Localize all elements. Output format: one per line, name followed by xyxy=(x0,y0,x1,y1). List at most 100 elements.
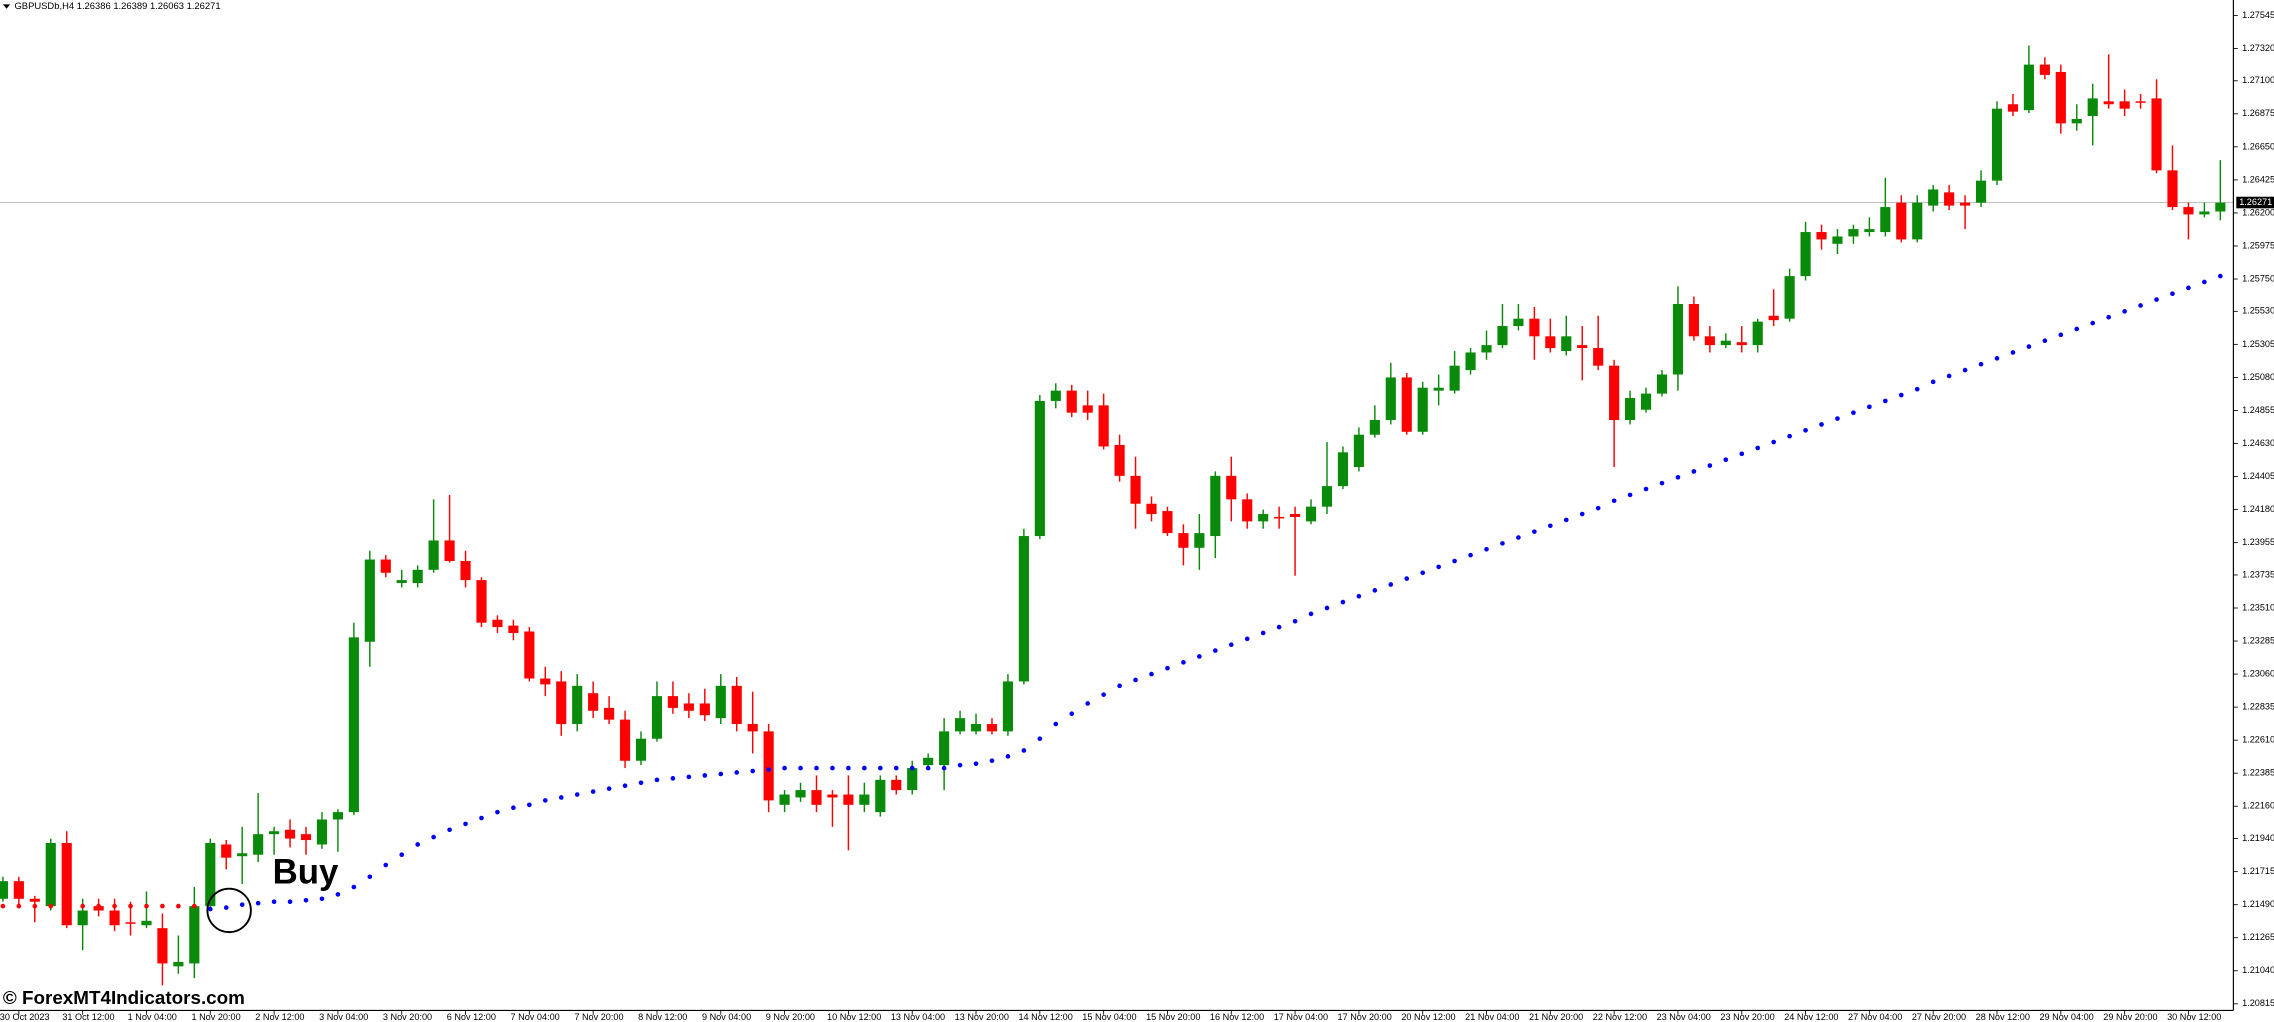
candle-body xyxy=(173,961,184,967)
candle-body xyxy=(923,757,934,766)
x-tick-label: 22 Nov 12:00 xyxy=(1593,1012,1647,1022)
indicator-dot xyxy=(590,789,596,794)
candle-body xyxy=(380,559,391,573)
indicator-dot xyxy=(64,903,70,909)
candle-body xyxy=(157,928,168,964)
y-tick-label: 1.23510 xyxy=(2242,602,2274,612)
x-tick-label: 29 Nov 20:00 xyxy=(2103,1012,2157,1022)
indicator-dot xyxy=(1627,492,1633,498)
candle-body xyxy=(1561,336,1572,351)
x-tick-label: 3 Nov 20:00 xyxy=(383,1012,432,1022)
x-tick-label: 30 Oct 2023 xyxy=(0,1012,50,1022)
indicator-dot xyxy=(1228,642,1234,648)
y-tick-label: 1.23060 xyxy=(2242,668,2274,678)
indicator-dot xyxy=(160,903,165,909)
x-tick-label: 27 Nov 04:00 xyxy=(1848,1012,1902,1022)
indicator-dot xyxy=(1053,721,1059,727)
indicator-dot xyxy=(909,765,915,771)
indicator-dot xyxy=(128,903,133,909)
indicator-dot xyxy=(1484,546,1489,552)
indicator-dot xyxy=(255,900,261,906)
x-tick-label: 1 Nov 04:00 xyxy=(128,1012,177,1022)
x-tick-label: 7 Nov 04:00 xyxy=(511,1012,560,1022)
x-tick-label: 24 Nov 12:00 xyxy=(1784,1012,1838,1022)
candle-body xyxy=(1178,533,1189,548)
indicator-dot xyxy=(2138,303,2143,308)
candle-body xyxy=(237,853,248,857)
candle-body xyxy=(412,569,423,584)
candle-body xyxy=(1369,420,1380,435)
indicator-dot xyxy=(16,903,22,909)
indicator-dot xyxy=(303,897,309,903)
indicator-dot xyxy=(1930,379,1936,385)
indicator-dot xyxy=(702,773,708,778)
indicator-dot xyxy=(1149,671,1154,677)
indicator-dot xyxy=(207,906,213,912)
indicator-dot xyxy=(0,903,6,909)
candle-body xyxy=(2007,104,2019,112)
indicator-dot xyxy=(1516,535,1521,540)
candle-body xyxy=(2135,101,2146,103)
candle-body xyxy=(1210,475,1221,537)
y-tick-label: 1.23285 xyxy=(2242,635,2274,645)
indicator-dot xyxy=(1117,683,1122,689)
indicator-dot xyxy=(1691,469,1697,474)
candle-body xyxy=(1832,236,1843,244)
indicator-dot xyxy=(2074,326,2080,332)
indicator-dot xyxy=(814,765,819,771)
indicator-dot xyxy=(32,903,38,909)
x-tick-label: 17 Nov 04:00 xyxy=(1274,1012,1328,1022)
indicator-dot xyxy=(2026,344,2032,349)
candle-body xyxy=(1529,318,1540,337)
y-tick-label: 1.25305 xyxy=(2242,339,2274,349)
indicator-dot xyxy=(798,765,803,771)
indicator-dot xyxy=(1340,599,1346,605)
candle-body xyxy=(13,881,24,899)
x-tick-label: 7 Nov 20:00 xyxy=(574,1012,623,1022)
indicator-dot xyxy=(1276,624,1282,630)
candle-body xyxy=(125,922,136,924)
candle-body xyxy=(1991,108,2003,181)
indicator-dot xyxy=(1914,386,1920,392)
candle-body xyxy=(1146,503,1157,515)
indicator-dot xyxy=(1468,552,1473,558)
y-tick-label: 1.25750 xyxy=(2242,273,2274,283)
indicator-dot xyxy=(542,798,548,803)
indicator-dot xyxy=(686,774,692,780)
indicator-dot xyxy=(48,903,54,909)
indicator-dot xyxy=(1867,404,1872,410)
x-tick-label: 31 Oct 12:00 xyxy=(62,1012,114,1022)
indicator-dot xyxy=(1532,529,1537,534)
indicator-dot xyxy=(1308,611,1314,617)
candle-body xyxy=(109,910,120,926)
candle-body xyxy=(1960,202,1971,206)
candle-body xyxy=(253,834,264,855)
candle-body xyxy=(1816,232,1827,240)
indicator-dot xyxy=(239,902,245,907)
menu-icon xyxy=(2,4,11,9)
chart-title: GBPUSDb,H4 1.26386 1.26389 1.26063 1.262… xyxy=(15,0,221,11)
candle-body xyxy=(1609,365,1620,421)
indicator-dot xyxy=(2154,297,2159,302)
candle-body xyxy=(635,738,647,761)
candle-body xyxy=(205,842,216,907)
y-tick-label: 1.22160 xyxy=(2242,801,2274,811)
x-tick-label: 29 Nov 04:00 xyxy=(2039,1012,2093,1022)
indicator-dot xyxy=(431,834,436,840)
candle-body xyxy=(1928,189,1939,206)
candle-body xyxy=(300,834,312,841)
indicator-dot xyxy=(1165,665,1170,671)
y-tick-label: 1.24405 xyxy=(2242,471,2274,481)
y-tick-label: 1.26875 xyxy=(2242,108,2274,118)
candle-body xyxy=(1290,514,1301,517)
candle-body xyxy=(1321,486,1333,507)
indicator-dot xyxy=(830,765,835,771)
candle-body xyxy=(460,561,471,581)
indicator-dot xyxy=(2058,332,2064,338)
candle-body xyxy=(1752,321,1763,346)
signal-circle xyxy=(206,887,252,934)
indicator-dot xyxy=(2042,338,2048,344)
candle-body xyxy=(524,631,535,679)
candle-body xyxy=(2215,202,2226,212)
